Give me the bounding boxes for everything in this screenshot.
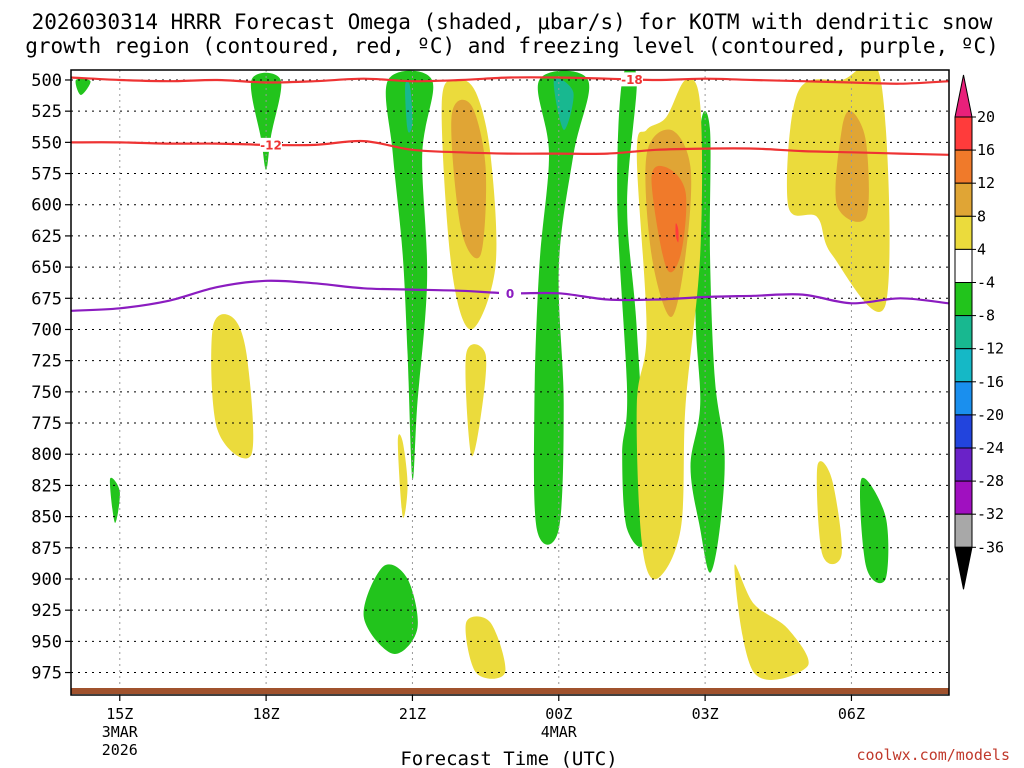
- colorbar-label: -8: [977, 307, 995, 325]
- y-tick-label: 575: [31, 165, 62, 185]
- colorbar-label: 16: [977, 141, 995, 159]
- omega-region-yellow-8: [397, 434, 408, 518]
- y-tick-label: 875: [31, 539, 62, 559]
- colorbar-bin: [954, 282, 973, 317]
- contour-label-bg: [499, 286, 521, 301]
- x-tick-label: 03Z: [692, 705, 719, 723]
- y-tick-label: 850: [31, 508, 62, 528]
- x-tick-date: 3MAR: [102, 723, 139, 741]
- colorbar-label: 8: [977, 207, 986, 225]
- contour-label-dgz-upper: -18: [621, 73, 643, 87]
- colorbar-label: -36: [977, 538, 1004, 556]
- colorbar-bin: [954, 447, 973, 482]
- colorbar-label: -32: [977, 505, 1004, 523]
- contour-label-bg: [620, 72, 643, 87]
- y-tick-label: 925: [31, 601, 62, 621]
- colorbar-label: -12: [977, 340, 1004, 358]
- colorbar-label: -16: [977, 373, 1004, 391]
- y-tick-label: 650: [31, 258, 62, 278]
- omega-region-green-a: [75, 78, 91, 96]
- omega-region-green-h: [109, 477, 120, 523]
- colorbar-bin: [954, 480, 973, 515]
- omega-region-dkorange-2: [651, 165, 687, 273]
- omega-region-orange-3: [835, 110, 869, 222]
- colorbar-label: -20: [977, 406, 1004, 424]
- colorbar-bottom-arrow: [954, 546, 973, 590]
- y-tick-label: 800: [31, 445, 62, 465]
- colorbar-bin: [954, 116, 973, 151]
- omega-region-red-2: [675, 223, 679, 243]
- omega-region-green-c: [385, 70, 434, 481]
- contour-label-freezing-level: 0: [506, 287, 514, 301]
- omega-region-green-g: [363, 564, 418, 655]
- y-tick-label: 625: [31, 227, 62, 247]
- y-tick-label: 700: [31, 320, 62, 340]
- omega-region-yellow-5: [465, 344, 487, 457]
- colorbar-bin: [954, 315, 973, 350]
- y-tick-label: 675: [31, 289, 62, 309]
- colorbar-bin: [954, 348, 973, 383]
- omega-region-yellow-9: [816, 461, 842, 565]
- contour-dgz-upper: [71, 76, 949, 85]
- omega-region-yellow-4: [211, 314, 254, 459]
- omega-region-green-d: [533, 70, 590, 545]
- x-tick-label: 06Z: [838, 705, 865, 723]
- x-axis-label: Forecast Time (UTC): [400, 748, 617, 768]
- colorbar-label: 4: [977, 240, 986, 258]
- y-tick-label: 825: [31, 476, 62, 496]
- colorbar-label: 12: [977, 174, 995, 192]
- x-tick-label: 18Z: [253, 705, 280, 723]
- x-tick-label: 21Z: [399, 705, 426, 723]
- y-tick-label: 950: [31, 632, 62, 652]
- ground-strip: [71, 688, 949, 694]
- x-tick-label: 00Z: [545, 705, 572, 723]
- y-tick-label: 600: [31, 196, 62, 216]
- colorbar-bin: [954, 248, 973, 283]
- colorbar-label: 20: [977, 108, 995, 126]
- colorbar-bin: [954, 182, 973, 217]
- plot-frame: [70, 69, 950, 696]
- y-tick-label: 500: [31, 71, 62, 91]
- omega-region-yellow-6: [734, 564, 809, 680]
- chart-title-line2: growth region (contoured, red, ºC) and f…: [25, 34, 999, 58]
- omega-region-green-b: [250, 72, 282, 170]
- omega-region-teal-d: [553, 78, 574, 131]
- colorbar-label: -4: [977, 274, 995, 292]
- colorbar-bin: [954, 381, 973, 416]
- colorbar-top-arrow: [954, 74, 973, 118]
- contour-layer: -18 -12 0: [71, 72, 949, 312]
- grid-layer: [71, 70, 949, 695]
- y-axis: 500 525 550 575 600 625 650 675 700 725 750 775 800 8…: [31, 71, 71, 684]
- credit-text: coolwx.com/models: [856, 746, 1010, 764]
- contour-dgz-lower: [71, 139, 949, 156]
- contour-label-dgz-lower: -12: [260, 138, 282, 152]
- y-tick-label: 750: [31, 383, 62, 403]
- colorbar-bin: [954, 414, 973, 449]
- omega-region-teal-c: [405, 81, 413, 133]
- omega-region-orange-1: [451, 99, 487, 259]
- chart-title-line1: 2026030314 HRRR Forecast Omega (shaded, …: [32, 10, 993, 34]
- colorbar-label: -24: [977, 439, 1004, 457]
- omega-region-green-i: [859, 477, 889, 584]
- y-tick-label: 725: [31, 352, 62, 372]
- x-tick-year: 2026: [102, 741, 138, 759]
- colorbar-bin: [954, 513, 973, 548]
- colorbar-bin: [954, 215, 973, 250]
- contour-label-bg: [259, 137, 282, 152]
- colorbar-bin: [954, 149, 973, 184]
- colorbar: 20 16 12 8 4 -4 -8 -12 -16 -20 -24 -28 -32 -36: [954, 74, 1004, 590]
- omega-region-yellow-7: [465, 616, 506, 679]
- y-tick-label: 550: [31, 133, 62, 153]
- y-tick-label: 900: [31, 570, 62, 590]
- omega-shading-layer: [75, 70, 890, 680]
- x-tick-date: 4MAR: [541, 723, 578, 741]
- x-tick-label: 15Z: [106, 705, 133, 723]
- y-tick-label: 775: [31, 414, 62, 434]
- y-tick-label: 525: [31, 102, 62, 122]
- colorbar-label: -28: [977, 472, 1004, 490]
- y-tick-label: 975: [31, 664, 62, 684]
